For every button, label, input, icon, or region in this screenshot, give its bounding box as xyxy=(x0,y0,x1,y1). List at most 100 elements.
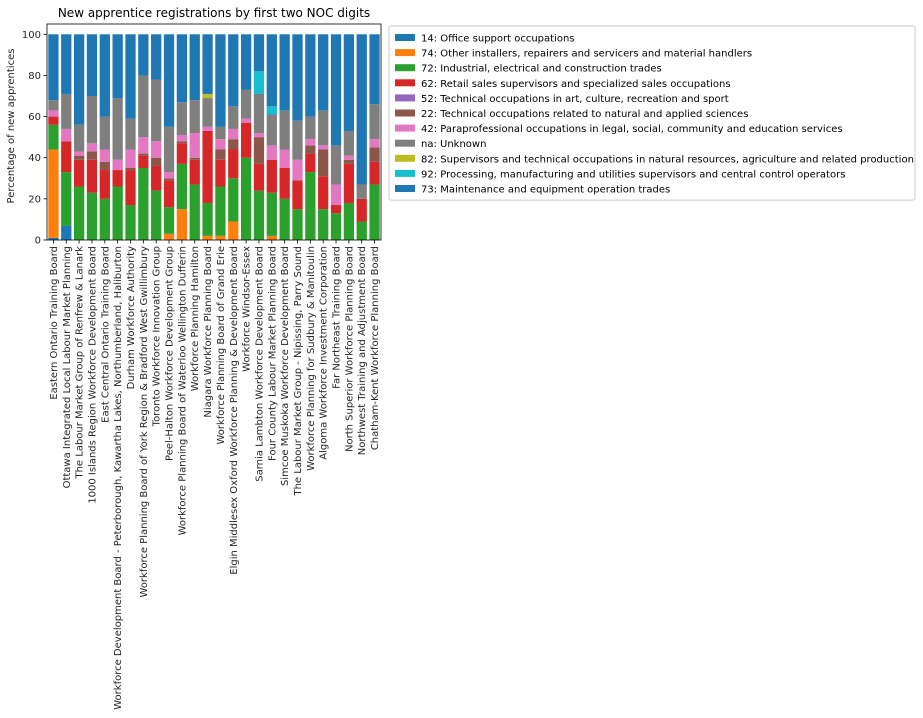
bar-segment xyxy=(138,153,149,156)
bar-segment xyxy=(151,165,162,191)
bar-segment xyxy=(215,126,226,140)
x-tick-label: Far Northeast Training Board xyxy=(332,246,343,389)
bar-segment xyxy=(151,79,162,142)
bar-segment xyxy=(176,135,188,142)
bar-segment xyxy=(112,186,123,240)
bar-segment xyxy=(330,34,342,146)
chart-title: New apprentice registrations by first tw… xyxy=(58,6,370,20)
x-tick-label: Simcoe Muskoka Workforce Development Boa… xyxy=(280,246,291,486)
bar-segment xyxy=(266,145,277,160)
bar-segment xyxy=(305,172,316,240)
bar-segment xyxy=(215,34,226,127)
bar-segment xyxy=(48,237,59,240)
legend: 14: Office support occupations 74: Other … xyxy=(388,25,916,201)
bar-segment xyxy=(369,34,380,105)
x-tick-label: Niagara Workforce Planning Board xyxy=(203,246,214,418)
bar-segment xyxy=(125,118,136,150)
bar-segment xyxy=(318,34,329,111)
y-tick-label: 20 xyxy=(28,194,41,205)
bar-segment xyxy=(99,161,110,171)
legend-swatch xyxy=(395,185,415,192)
bar-segment xyxy=(343,155,355,160)
x-tick-label: Peel-Halton Workforce Development Group xyxy=(165,246,176,461)
bar-segment xyxy=(266,235,277,240)
bar-segment xyxy=(240,89,252,119)
bar-segment xyxy=(266,114,277,146)
bar-segment xyxy=(253,163,265,191)
bar-segment xyxy=(318,209,329,240)
bar-segment xyxy=(240,118,252,123)
bar-segment xyxy=(240,157,252,240)
bar-segment xyxy=(215,235,226,240)
bar-segment xyxy=(253,133,265,138)
bar-segment xyxy=(369,147,380,162)
bar-segment xyxy=(48,116,59,125)
legend-swatch xyxy=(395,49,415,57)
x-tick-label: Chatham-Kent Workforce Planning Board xyxy=(370,246,381,450)
axes-layer: 0 20 40 60 80 100 Eastern Ontario Training Boa… xyxy=(22,23,382,710)
bar-segment xyxy=(151,34,162,80)
bar-segment xyxy=(189,133,200,158)
bar-segment xyxy=(356,221,367,240)
bar-segment xyxy=(125,34,136,119)
bar-segment xyxy=(86,34,98,96)
bar-segment xyxy=(228,178,239,222)
bar-segment xyxy=(61,225,72,240)
legend-swatch xyxy=(395,169,415,177)
bar-segment xyxy=(343,163,355,203)
bar-segment xyxy=(292,180,303,210)
bar-segment xyxy=(279,110,290,150)
legend-label: na: Unknown xyxy=(421,139,486,150)
legend-swatch xyxy=(395,34,415,41)
bar-segment xyxy=(176,141,188,144)
bar-segment xyxy=(189,159,200,185)
bar-segment xyxy=(176,34,188,103)
bar-segment xyxy=(305,139,316,146)
bar-segment xyxy=(279,34,290,111)
bar-segment xyxy=(86,96,98,144)
legend-swatch xyxy=(395,79,415,87)
bar-segment xyxy=(86,151,98,160)
legend-label: 42: Paraprofessional occupations in lega… xyxy=(421,124,843,135)
bar-segment xyxy=(266,34,277,107)
bar-segment xyxy=(99,34,110,117)
bar-segment xyxy=(266,192,277,236)
bar-segment xyxy=(48,110,59,117)
bar-segment xyxy=(330,184,342,206)
bar-segment xyxy=(318,149,329,177)
bar-segment xyxy=(99,116,110,150)
bar-segment xyxy=(138,137,149,154)
bar-segment xyxy=(228,221,239,240)
bar-segment xyxy=(189,100,200,134)
legend-label: 73: Maintenance and equipment operation … xyxy=(421,185,670,196)
bar-segment xyxy=(318,110,329,146)
bar-segment xyxy=(73,34,85,125)
bar-segment xyxy=(343,34,355,131)
y-axis-label: Percentage of new apprentices xyxy=(6,49,17,204)
legend-box xyxy=(388,25,916,201)
x-tick-label: East Central Ontario Training Board xyxy=(100,246,111,423)
x-tick-label: Workforce Planning Board of York Region … xyxy=(139,246,150,598)
bar-segment xyxy=(305,145,316,154)
bar-segment xyxy=(86,192,98,240)
y-tick-label: 100 xyxy=(22,30,41,41)
bar-segment xyxy=(369,139,380,148)
x-tick-label: North Superior Workforce Planning Board xyxy=(344,246,355,452)
y-tick-label: 0 xyxy=(35,236,41,247)
bar-segment xyxy=(228,106,239,129)
bar-segment xyxy=(138,168,149,240)
legend-swatch xyxy=(395,154,415,162)
bar-segment xyxy=(228,128,239,140)
legend-label: 52: Technical occupations in art, cultur… xyxy=(421,94,729,105)
x-tick-label: Four County Labour Market Planning Board xyxy=(267,246,278,461)
bar-segment xyxy=(151,157,162,166)
bar-segment xyxy=(189,157,200,160)
bar-segment xyxy=(202,235,213,240)
bar-segment xyxy=(176,143,188,164)
bars-layer xyxy=(48,34,380,240)
bar-segment xyxy=(112,159,123,171)
bar-segment xyxy=(292,34,303,121)
bar-segment xyxy=(369,184,380,240)
bar-segment xyxy=(125,170,136,206)
bar-segment xyxy=(202,93,213,99)
